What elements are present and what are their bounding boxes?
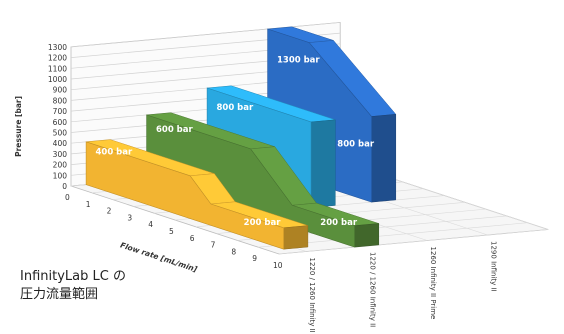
series-name-label: 1220 / 1260 Infinity II	[369, 252, 377, 327]
y-tick-label: 900	[53, 86, 68, 95]
y-tick-label: 600	[53, 118, 68, 127]
y-axis-title: Pressure [bar]	[14, 96, 23, 157]
series-name-label: 1260 Infinity II Prime	[429, 247, 437, 320]
y-tick-label: 300	[53, 150, 68, 159]
series-end	[310, 119, 336, 208]
x-tick-label: 10	[273, 261, 283, 270]
y-tick-label: 0	[62, 182, 67, 191]
x-tick-label: 2	[107, 207, 112, 216]
caption-line-1: InfinityLab LC の	[20, 269, 126, 284]
series-front	[146, 114, 355, 248]
x-tick-label: 0	[65, 193, 70, 202]
series-data-label: 800 bar	[337, 139, 375, 149]
y-gridline	[70, 22, 341, 48]
y-tick-label: 1300	[48, 43, 67, 52]
series-data-label: 400 bar	[95, 147, 133, 157]
series-end	[283, 225, 309, 250]
caption: InfinityLab LC の 圧力流量範囲	[20, 268, 126, 304]
x-tick-label: 6	[190, 234, 195, 243]
series-data-label: 200 bar	[320, 218, 358, 228]
series-name-label: 1220 / 1260 Infinity II VL	[308, 258, 316, 334]
x-tick-label: 7	[211, 241, 216, 250]
y-tick-label: 800	[53, 96, 68, 105]
x-gridline	[278, 229, 549, 255]
y-tick-label: 200	[53, 161, 68, 170]
series-1: 400 bar 200 bar	[85, 139, 309, 250]
y-tick-label: 1100	[48, 64, 67, 73]
caption-line-2: 圧力流量範囲	[20, 287, 99, 302]
y-tick-label: 1200	[48, 54, 67, 63]
series-data-label: 600 bar	[156, 125, 194, 135]
x-tick-label: 8	[231, 247, 236, 256]
series-data-label: 200 bar	[244, 218, 282, 228]
series-data-label: 800 bar	[216, 103, 254, 113]
x-tick-label: 9	[252, 254, 257, 263]
y-tick-label: 700	[53, 107, 68, 116]
series-data-label: 1300 bar	[277, 56, 320, 66]
x-tick-label: 4	[148, 220, 153, 229]
y-tick-label: 1000	[48, 75, 67, 84]
x-axis-title: Flow rate [mL/min]	[119, 240, 199, 274]
series-name-label: 1290 Infinity II	[490, 241, 498, 292]
y-tick-label: 500	[53, 129, 68, 138]
series-end	[354, 223, 380, 248]
series-front	[85, 141, 285, 250]
x-tick-label: 3	[127, 213, 132, 222]
y-tick-label: 400	[53, 139, 68, 148]
series-end	[371, 114, 397, 203]
series-2: 600 bar 200 bar	[146, 112, 380, 248]
y-tick-label: 100	[53, 171, 68, 180]
x-tick-label: 1	[86, 200, 91, 209]
x-tick-label: 5	[169, 227, 174, 236]
